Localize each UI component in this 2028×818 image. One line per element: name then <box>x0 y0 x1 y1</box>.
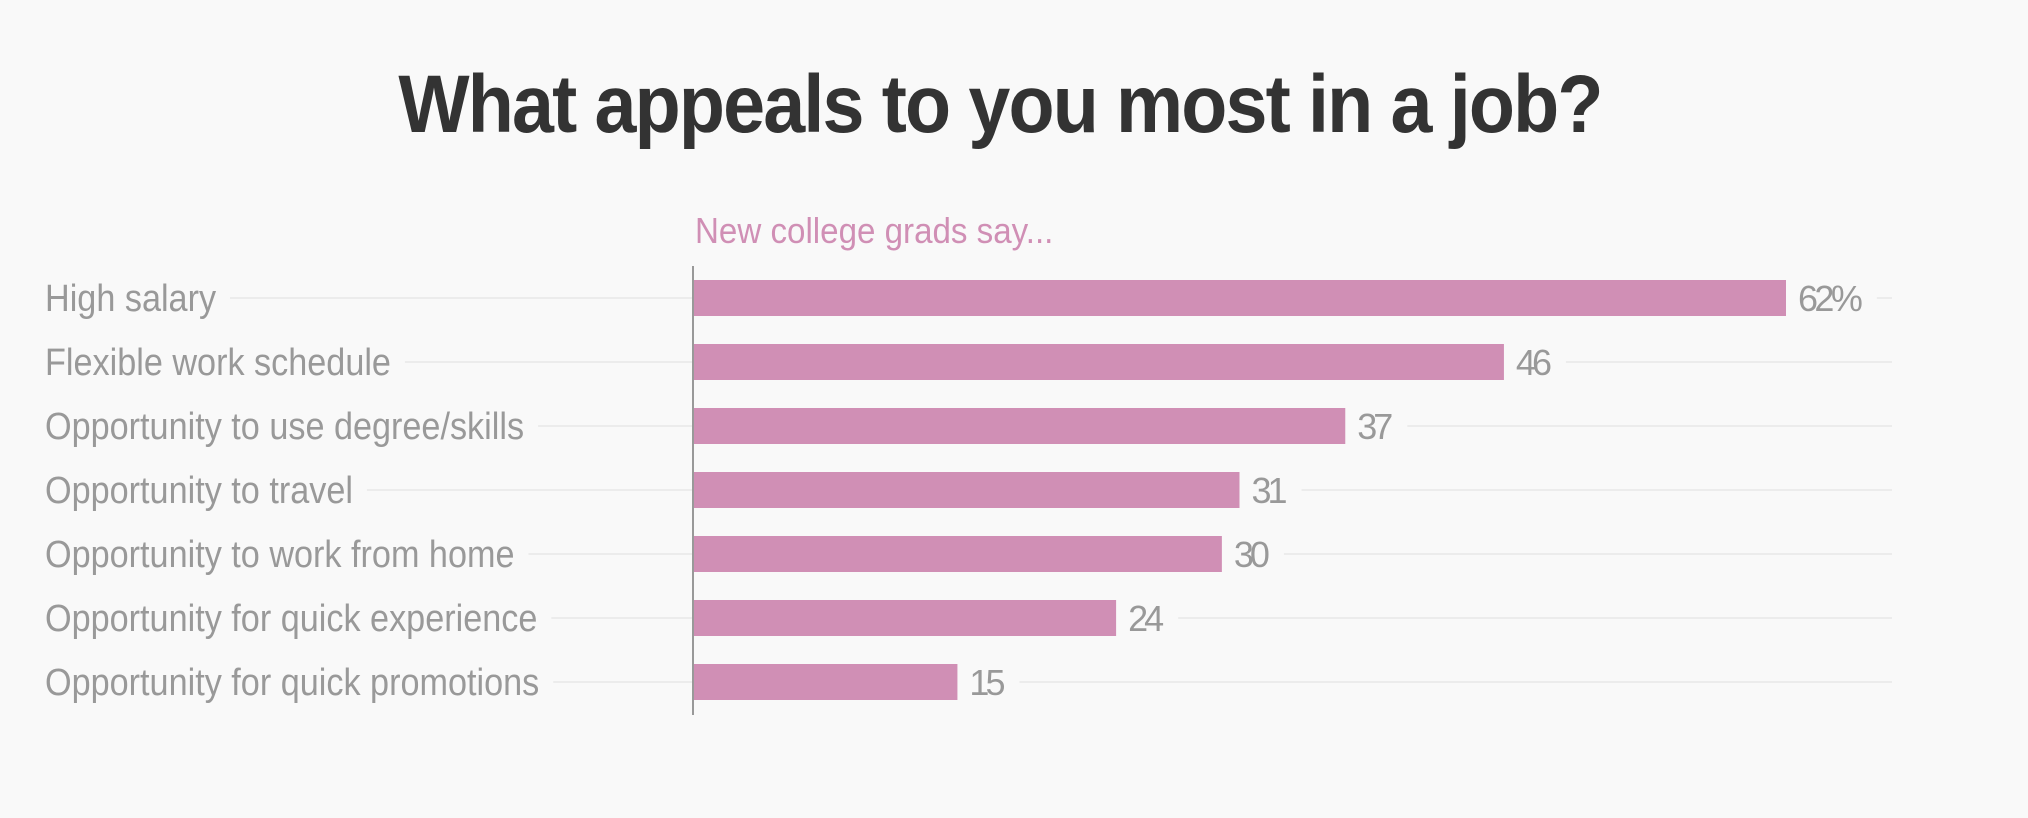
value-label: 30 <box>1234 534 1270 575</box>
bar <box>693 280 1786 316</box>
bar <box>693 536 1222 572</box>
category-label: Flexible work schedule <box>45 342 391 384</box>
value-label: 24 <box>1128 598 1164 639</box>
value-label: 37 <box>1357 406 1393 447</box>
category-labels: High salary Flexible work schedule Opportu… <box>45 278 539 704</box>
value-label: 15 <box>969 662 1005 703</box>
category-label: Opportunity for quick promotions <box>45 662 539 704</box>
value-labels: 62% 46 37 31 30 24 15 <box>969 278 1862 703</box>
category-label: Opportunity for quick experience <box>45 598 537 640</box>
bar <box>693 408 1346 444</box>
bar <box>693 472 1240 508</box>
category-label: High salary <box>45 278 216 320</box>
category-label: Opportunity to work from home <box>45 534 514 576</box>
value-label: 46 <box>1516 342 1552 383</box>
bar <box>693 344 1504 380</box>
value-label: 31 <box>1252 470 1288 511</box>
chart-subtitle: New college grads say... <box>695 210 1054 251</box>
bars <box>693 280 1786 700</box>
bar <box>693 600 1117 636</box>
chart-title: What appeals to you most in a job? <box>398 59 1603 150</box>
value-label: 62% <box>1798 278 1863 319</box>
category-label: Opportunity to use degree/skills <box>45 406 524 448</box>
category-label: Opportunity to travel <box>45 470 353 512</box>
gridlines <box>230 297 1892 683</box>
bar <box>693 664 958 700</box>
